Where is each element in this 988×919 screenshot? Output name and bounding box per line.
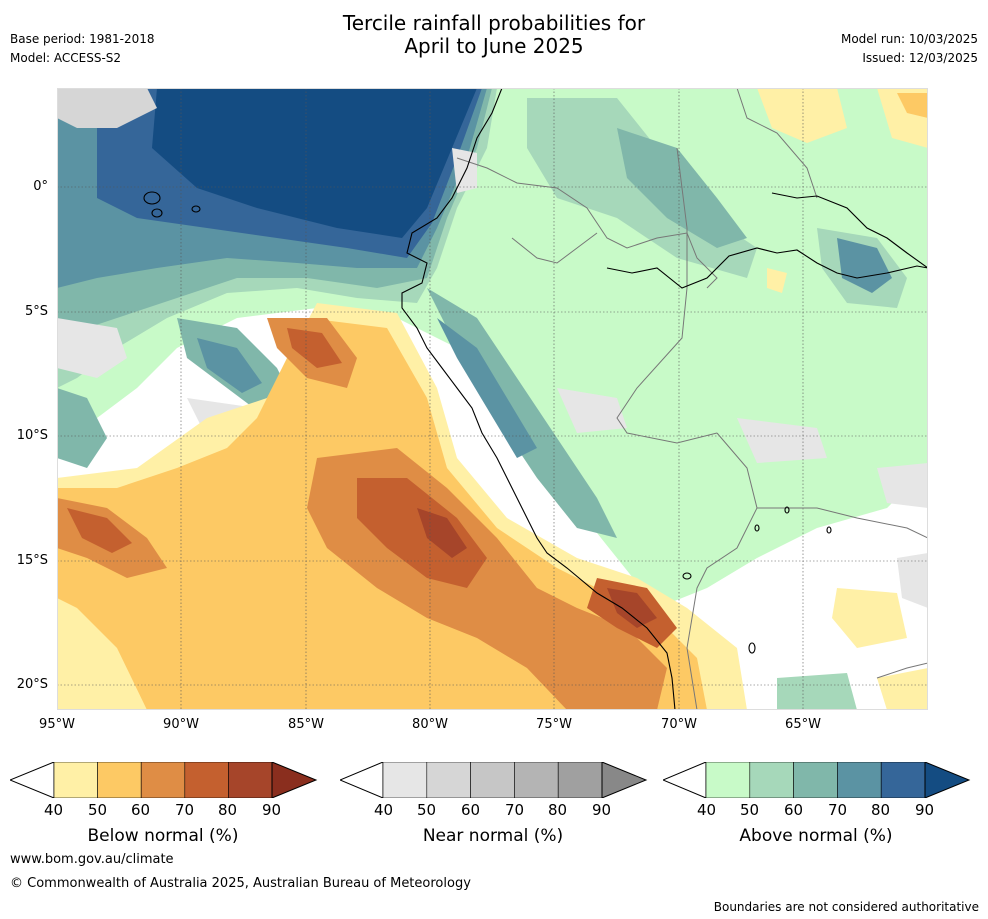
below-normal-regions — [57, 88, 928, 710]
below-tick-80: 80 — [218, 801, 238, 819]
above-normal-colorbar — [663, 762, 971, 798]
model-run: Model run: 10/03/2025 — [840, 32, 978, 46]
below-tick-60: 60 — [131, 801, 151, 819]
near-normal-caption: Near normal (%) — [422, 826, 564, 846]
model-name: Model: ACCESS-S2 — [10, 51, 122, 65]
near-tick-40: 40 — [374, 801, 394, 819]
lat-label-15s: 15°S — [16, 553, 48, 568]
lon-label-95w: 95°W — [39, 717, 75, 732]
below-tick-70: 70 — [175, 801, 195, 819]
above-tick-50: 50 — [740, 801, 760, 819]
lat-label-0: 0° — [33, 179, 48, 194]
map-title: Tercile rainfall probabilities for April… — [0, 12, 988, 58]
above-tick-40: 40 — [697, 801, 717, 819]
lon-label-75w: 75°W — [536, 717, 572, 732]
below-tick-90: 90 — [262, 801, 282, 819]
copyright: © Commonwealth of Australia 2025, Austra… — [10, 876, 471, 891]
lon-label-90w: 90°W — [163, 717, 199, 732]
country-borders — [456, 88, 928, 710]
probability-map — [57, 88, 928, 710]
near-normal-colorbar — [340, 762, 648, 798]
lon-label-65w: 65°W — [785, 717, 821, 732]
below-tick-40: 40 — [44, 801, 64, 819]
above-normal-regions — [57, 88, 928, 710]
near-tick-90: 90 — [592, 801, 612, 819]
near-tick-50: 50 — [417, 801, 437, 819]
lat-label-10s: 10°S — [16, 428, 48, 443]
below-normal-colorbar — [10, 762, 318, 798]
issued-date: Issued: 12/03/2025 — [862, 51, 978, 65]
lat-label-20s: 20°S — [16, 677, 48, 692]
gridlines — [57, 88, 928, 710]
above-tick-70: 70 — [828, 801, 848, 819]
near-tick-60: 60 — [461, 801, 481, 819]
near-tick-70: 70 — [505, 801, 525, 819]
base-period: Base period: 1981-2018 — [10, 32, 155, 46]
disclaimer: Boundaries are not considered authoritat… — [713, 900, 979, 914]
below-normal-caption: Below normal (%) — [87, 826, 239, 846]
coastlines — [143, 88, 928, 710]
title-line-2: April to June 2025 — [404, 34, 584, 58]
website-link[interactable]: www.bom.gov.au/climate — [10, 852, 174, 867]
lon-label-70w: 70°W — [661, 717, 697, 732]
lat-label-5s: 5°S — [24, 304, 48, 319]
below-tick-50: 50 — [88, 801, 108, 819]
above-tick-60: 60 — [784, 801, 804, 819]
above-normal-caption: Above normal (%) — [739, 826, 893, 846]
map-frame — [57, 88, 928, 710]
near-tick-80: 80 — [548, 801, 568, 819]
above-tick-80: 80 — [871, 801, 891, 819]
above-tick-90: 90 — [915, 801, 935, 819]
lon-label-85w: 85°W — [288, 717, 324, 732]
title-line-1: Tercile rainfall probabilities for — [342, 11, 646, 35]
lon-label-80w: 80°W — [412, 717, 448, 732]
